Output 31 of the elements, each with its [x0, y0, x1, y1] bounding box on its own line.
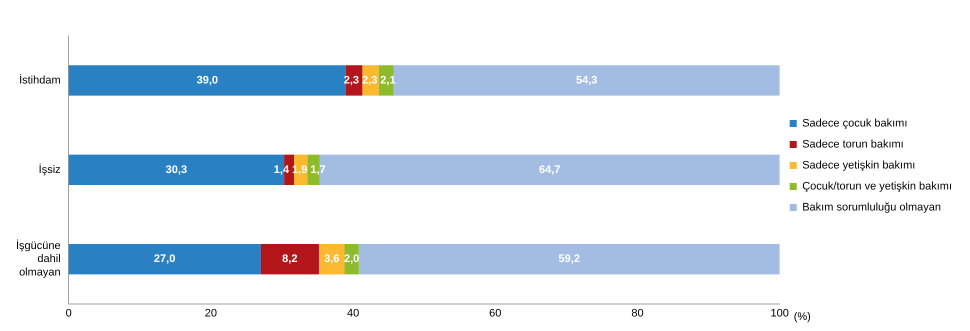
y-tick-label: İstihdam [19, 74, 61, 86]
y-tick-label: İşgücüne dahil olmayan [16, 238, 61, 278]
data-label: 3,6 [324, 253, 340, 266]
x-tick-label: 20 [204, 307, 217, 320]
legend-label: Çocuk/torun ve yetişkin bakımı [802, 180, 952, 193]
x-tick-label: 100 [770, 307, 789, 320]
x-tick-label: 40 [346, 307, 360, 320]
bar [68, 244, 261, 274]
legend-label: Sadece yetişkin bakımı [802, 160, 916, 172]
x-tick-label: 0 [66, 307, 72, 320]
bar [394, 65, 780, 96]
bar [260, 244, 319, 274]
data-label: 30,3 [166, 164, 188, 176]
x-axis-title: (%) [794, 310, 811, 323]
data-label: 64,7 [538, 164, 560, 176]
bar [318, 244, 345, 274]
data-label: 8,2 [282, 253, 298, 266]
legend-label: Sadece torun bakımı [802, 138, 904, 151]
data-label: 2,3 [362, 74, 378, 86]
x-tick-label: 80 [631, 307, 644, 320]
bar [68, 65, 346, 96]
y-tick-label: İşsiz [38, 162, 61, 176]
bar [358, 244, 780, 274]
legend-label: Bakım sorumluluğu olmayan [802, 202, 942, 214]
data-label: 59,2 [558, 253, 580, 266]
data-label: 54,3 [576, 74, 598, 86]
x-tick-label: 60 [489, 307, 502, 320]
data-label: 2,0 [344, 253, 360, 266]
legend-label: Sadece çocuk bakımı [802, 118, 908, 130]
data-label: 39,0 [196, 74, 218, 86]
data-label: 27,0 [154, 253, 176, 266]
